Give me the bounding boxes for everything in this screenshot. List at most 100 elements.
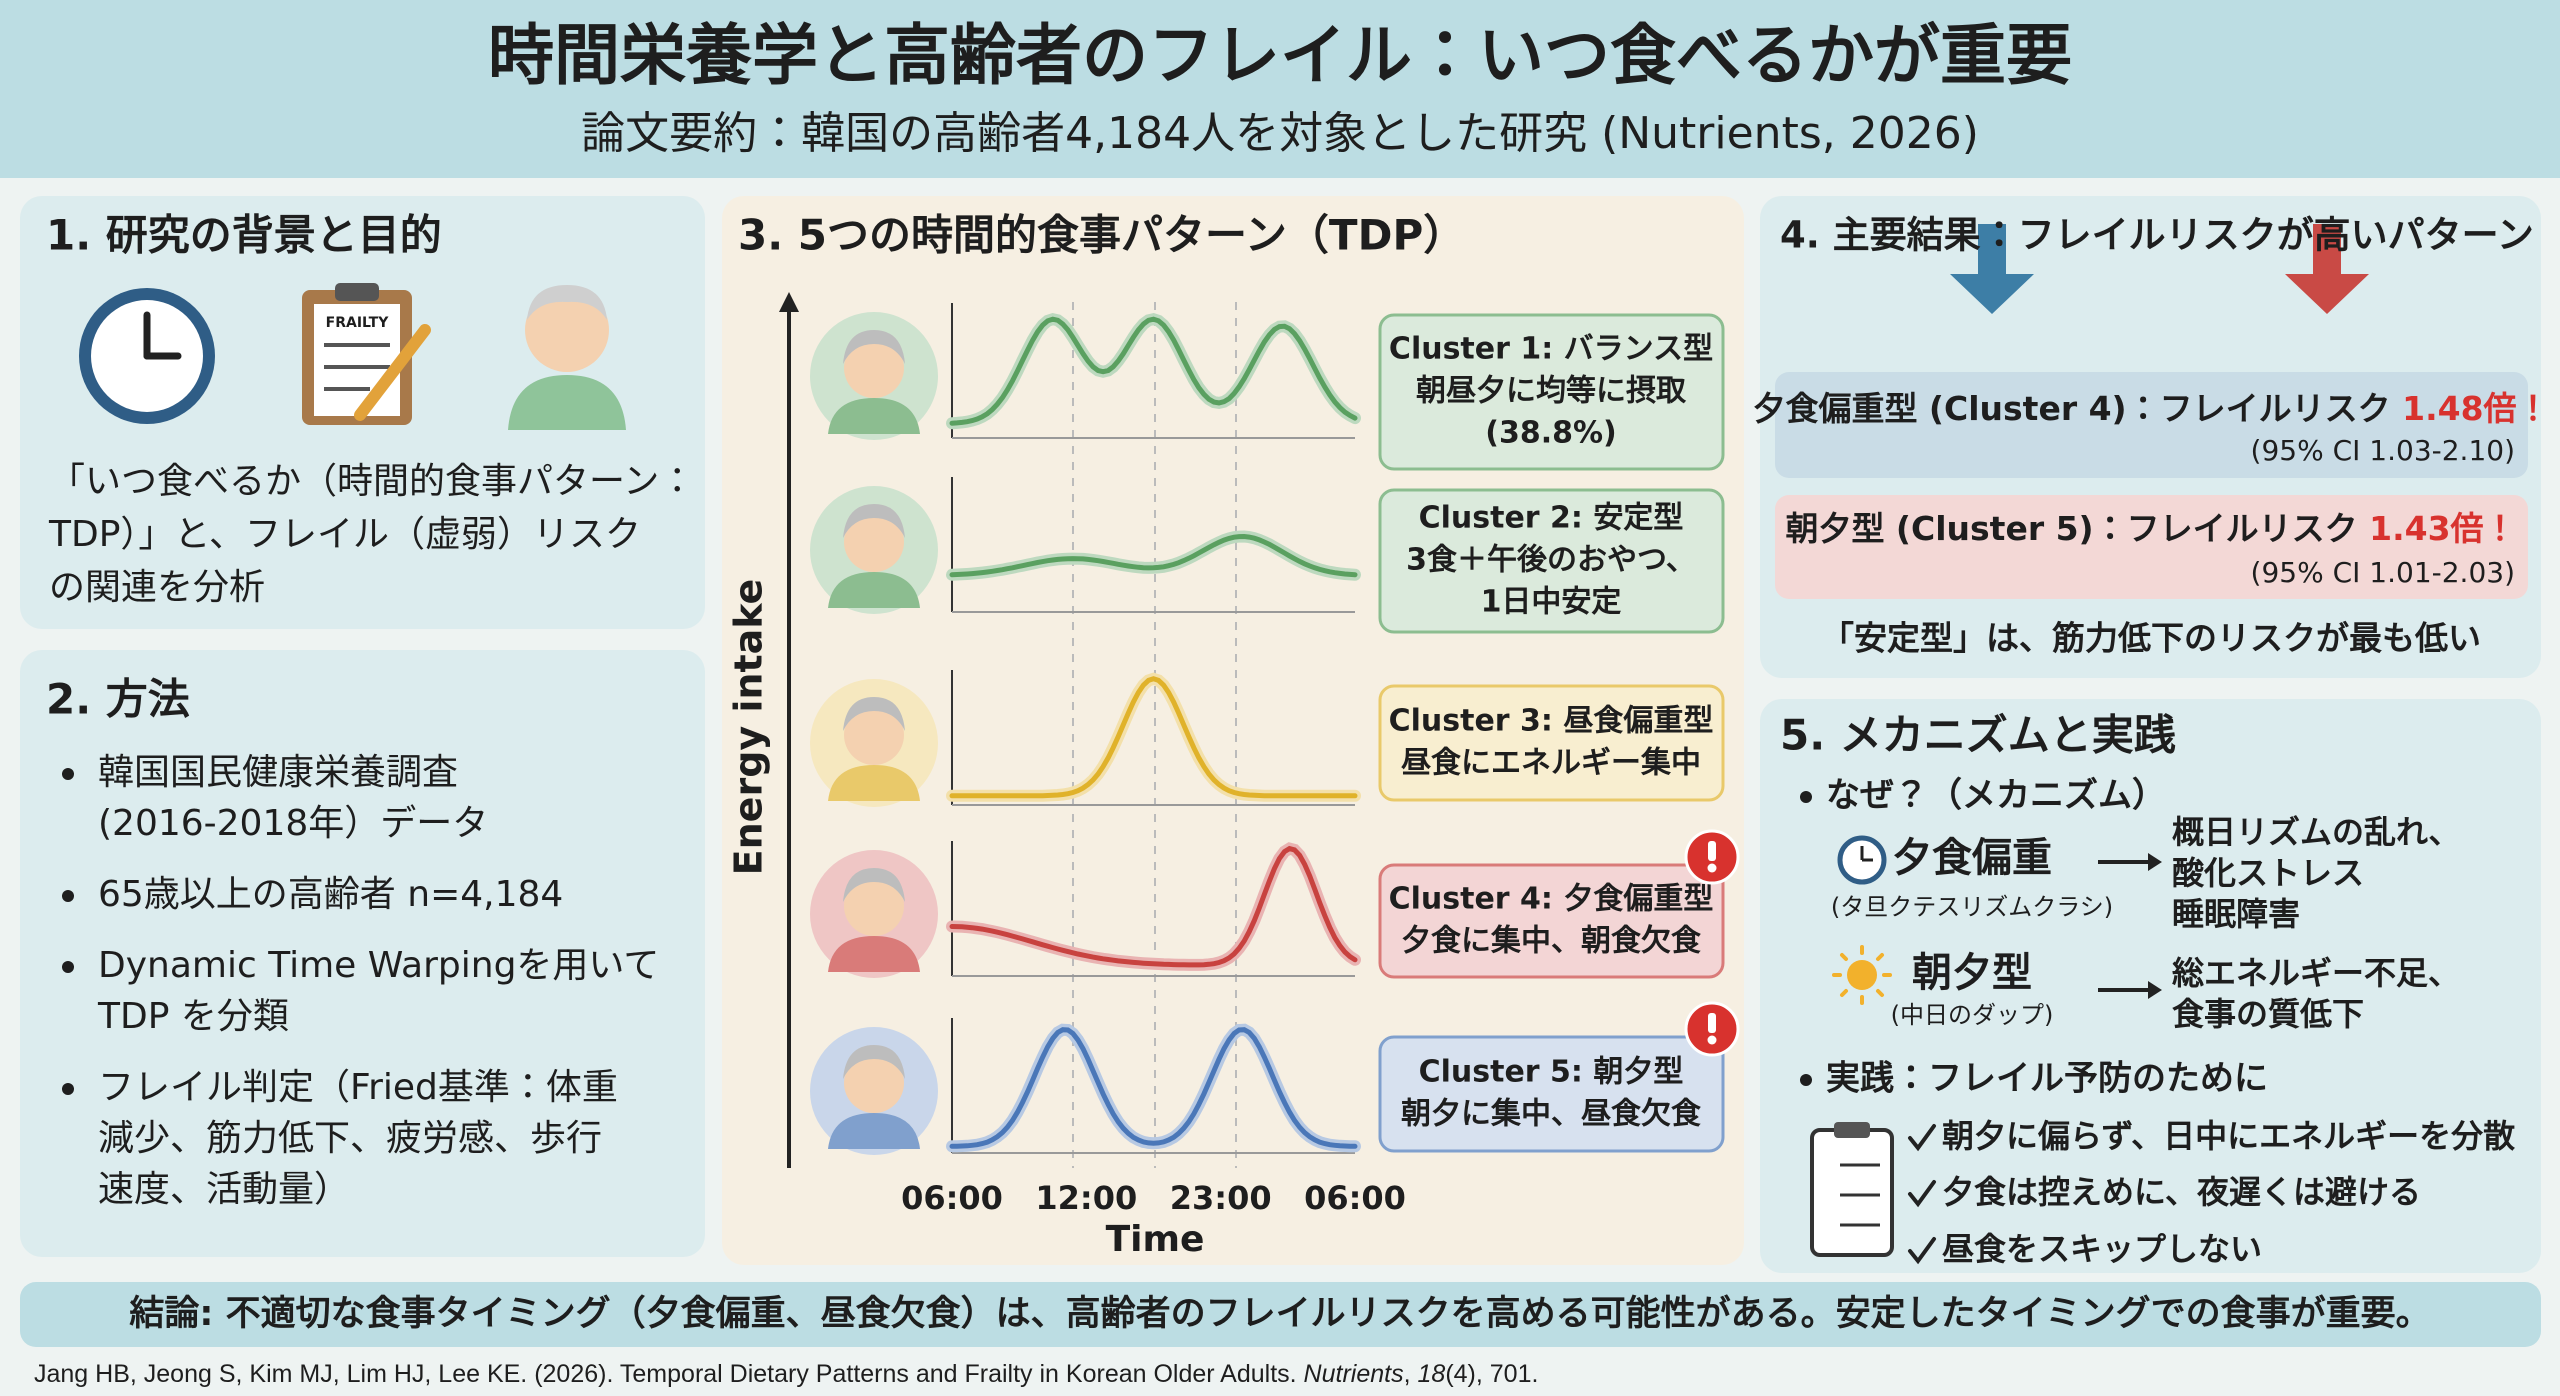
y-axis-arrow (779, 292, 799, 312)
alert-mark (1708, 841, 1716, 861)
subtitle: 論文要約：韓国の高齢者4,184人を対象とした研究 (Nutrients, 20… (581, 108, 1979, 159)
mechanism-effect: 酸化ストレス (2172, 854, 2364, 892)
panel-2 (20, 650, 705, 1257)
cluster-text: Cluster 1: バランス型 (1389, 332, 1713, 367)
conclusion-text: 結論: 不適切な食事タイミング（夕食偏重、昼食欠食）は、高齢者のフレイルリスクを… (129, 1293, 2430, 1334)
avatar-face (844, 705, 904, 765)
bullet-text: TDP を分類 (97, 996, 289, 1037)
section-heading: 1. 研究の背景と目的 (46, 211, 442, 260)
citation-journal: Nutrients (1304, 1360, 1404, 1388)
bullet-text: Dynamic Time Warpingを用いて (98, 945, 659, 986)
avatar-hair (843, 504, 905, 538)
bullet-text: (2016-2018年）データ (98, 803, 488, 844)
bullet (62, 768, 74, 780)
check-mark (1908, 1237, 1936, 1265)
cluster-text: (38.8%) (1485, 416, 1617, 451)
bullet-text: フレイル判定（Fried基準：体重 (98, 1067, 618, 1108)
result-line: 朝夕型 (Cluster 5)：フレイルリスク 1.43倍！ (1785, 509, 2516, 548)
header-bg (0, 0, 2560, 178)
alert-dot (1707, 863, 1717, 873)
bullet-text: 減少、筋力低下、疲労感、歩行 (98, 1118, 602, 1159)
cluster-text: 1日中安定 (1481, 585, 1622, 620)
down-arrow-red (2285, 224, 2369, 314)
avatar-hair (843, 1045, 905, 1079)
conclusion-bg (20, 1282, 2541, 1347)
cluster-box (1378, 684, 1725, 802)
check-mark (1908, 1180, 1936, 1208)
body-line: TDP）」と、フレイル（虚弱）リスク (48, 514, 641, 555)
cluster-text: 朝夕に集中、昼食欠食 (1401, 1097, 1701, 1132)
avatar-face (844, 338, 904, 398)
avatar-face (844, 512, 904, 572)
section-heading: 3. 5つの時間的食事パターン（TDP） (738, 211, 1465, 260)
result-value: 1.48倍！ (2402, 389, 2549, 428)
citation-authors: Jang HB, Jeong S, Kim MJ, Lim HJ, Lee KE… (34, 1360, 1304, 1388)
action-text: 朝夕に偏らず、日中にエネルギーを分散 (1942, 1117, 2515, 1155)
cluster-box (1378, 1035, 1725, 1153)
cluster-box (1378, 488, 1725, 634)
result-note: 「安定型」は、筋力低下のリスクが最も低い (1821, 619, 2481, 658)
citation-volume: 18 (1418, 1360, 1446, 1388)
cluster-text: Cluster 4: 夕食偏重型 (1389, 882, 1714, 917)
avatar-hair (843, 868, 905, 902)
citation-rest: (4), 701. (1445, 1360, 1538, 1388)
citation: Jang HB, Jeong S, Kim MJ, Lim HJ, Lee KE… (34, 1360, 1538, 1388)
pattern-curve (949, 1027, 1358, 1149)
y-axis-label: Energy intake (727, 579, 771, 876)
check-mark (1908, 1124, 1936, 1152)
result-label: 朝夕型 (Cluster 5)：フレイルリスク (1785, 509, 2369, 548)
pattern-curve (949, 316, 1358, 426)
avatar-body (828, 936, 920, 972)
avatar-hair (843, 330, 905, 364)
mechanism-name: 夕食偏重 (1892, 835, 2052, 881)
cluster-box (1378, 863, 1725, 979)
clipboard-icon (302, 283, 431, 425)
action-text: 夕食は控えめに、夜遅くは避ける (1942, 1173, 2421, 1211)
avatar-face (844, 1053, 904, 1113)
body-line: 「いつ食べるか（時間的食事パターン： (49, 461, 695, 502)
action-text: 昼食をスキップしない (1942, 1230, 2262, 1268)
bullet-text: 速度、活動量） (98, 1169, 350, 1210)
bullet-text: 65歳以上の高齢者 n=4,184 (98, 874, 563, 915)
bullet (1800, 1074, 1812, 1086)
x-tick-label: 06:00 (1304, 1179, 1406, 1217)
elderly-icon (508, 285, 626, 430)
avatar-body (828, 398, 920, 434)
avatar-body (828, 765, 920, 801)
x-tick-label: 23:00 (1170, 1179, 1272, 1217)
mechanism-sub: (中日のダップ) (1891, 1001, 2054, 1029)
section-heading: 2. 方法 (46, 675, 190, 724)
cluster-text: Cluster 3: 昼食偏重型 (1389, 704, 1714, 739)
alert-mark (1708, 1013, 1716, 1033)
mechanism-name: 朝夕型 (1912, 950, 2032, 996)
alert-dot (1707, 1035, 1717, 1045)
bullet (1800, 791, 1812, 803)
section-heading: 4. 主要結果：フレイルリスクが高いパターン (1780, 214, 2534, 257)
checklist-icon (1810, 1122, 1894, 1257)
x-axis-label: Time (1106, 1219, 1205, 1260)
result-ci: (95% CI 1.01-2.03) (2251, 556, 2515, 589)
cluster-text: Cluster 2: 安定型 (1419, 501, 1684, 536)
avatar-body (828, 572, 920, 608)
small-clock-icon (1837, 835, 1887, 885)
citation-sep: , (1404, 1360, 1418, 1388)
cluster-box (1378, 313, 1725, 471)
bullet (62, 890, 74, 902)
bullet-text: 実践：フレイル予防のために (1826, 1059, 2268, 1099)
result-line: 夕食偏重型 (Cluster 4)：フレイルリスク 1.48倍！ (1752, 389, 2549, 428)
pattern-curve (949, 676, 1358, 799)
mechanism-effect: 食事の質低下 (2172, 995, 2364, 1033)
avatar-body (828, 1113, 920, 1149)
mechanism-effect: 睡眠障害 (2172, 895, 2300, 933)
cluster-text: 3食＋午後のおやつ、 (1406, 543, 1696, 578)
icon-label: FRAILTY (326, 315, 390, 331)
title: 時間栄養学と高齢者のフレイル：いつ食べるかが重要 (488, 17, 2072, 94)
bullet-text: 韓国国民健康栄養調査 (98, 752, 458, 793)
cluster-text: Cluster 5: 朝夕型 (1419, 1055, 1684, 1090)
cluster-text: 昼食にエネルギー集中 (1401, 746, 1701, 781)
bullet (62, 961, 74, 973)
avatar-hair (843, 697, 905, 731)
pattern-curve (949, 533, 1358, 578)
